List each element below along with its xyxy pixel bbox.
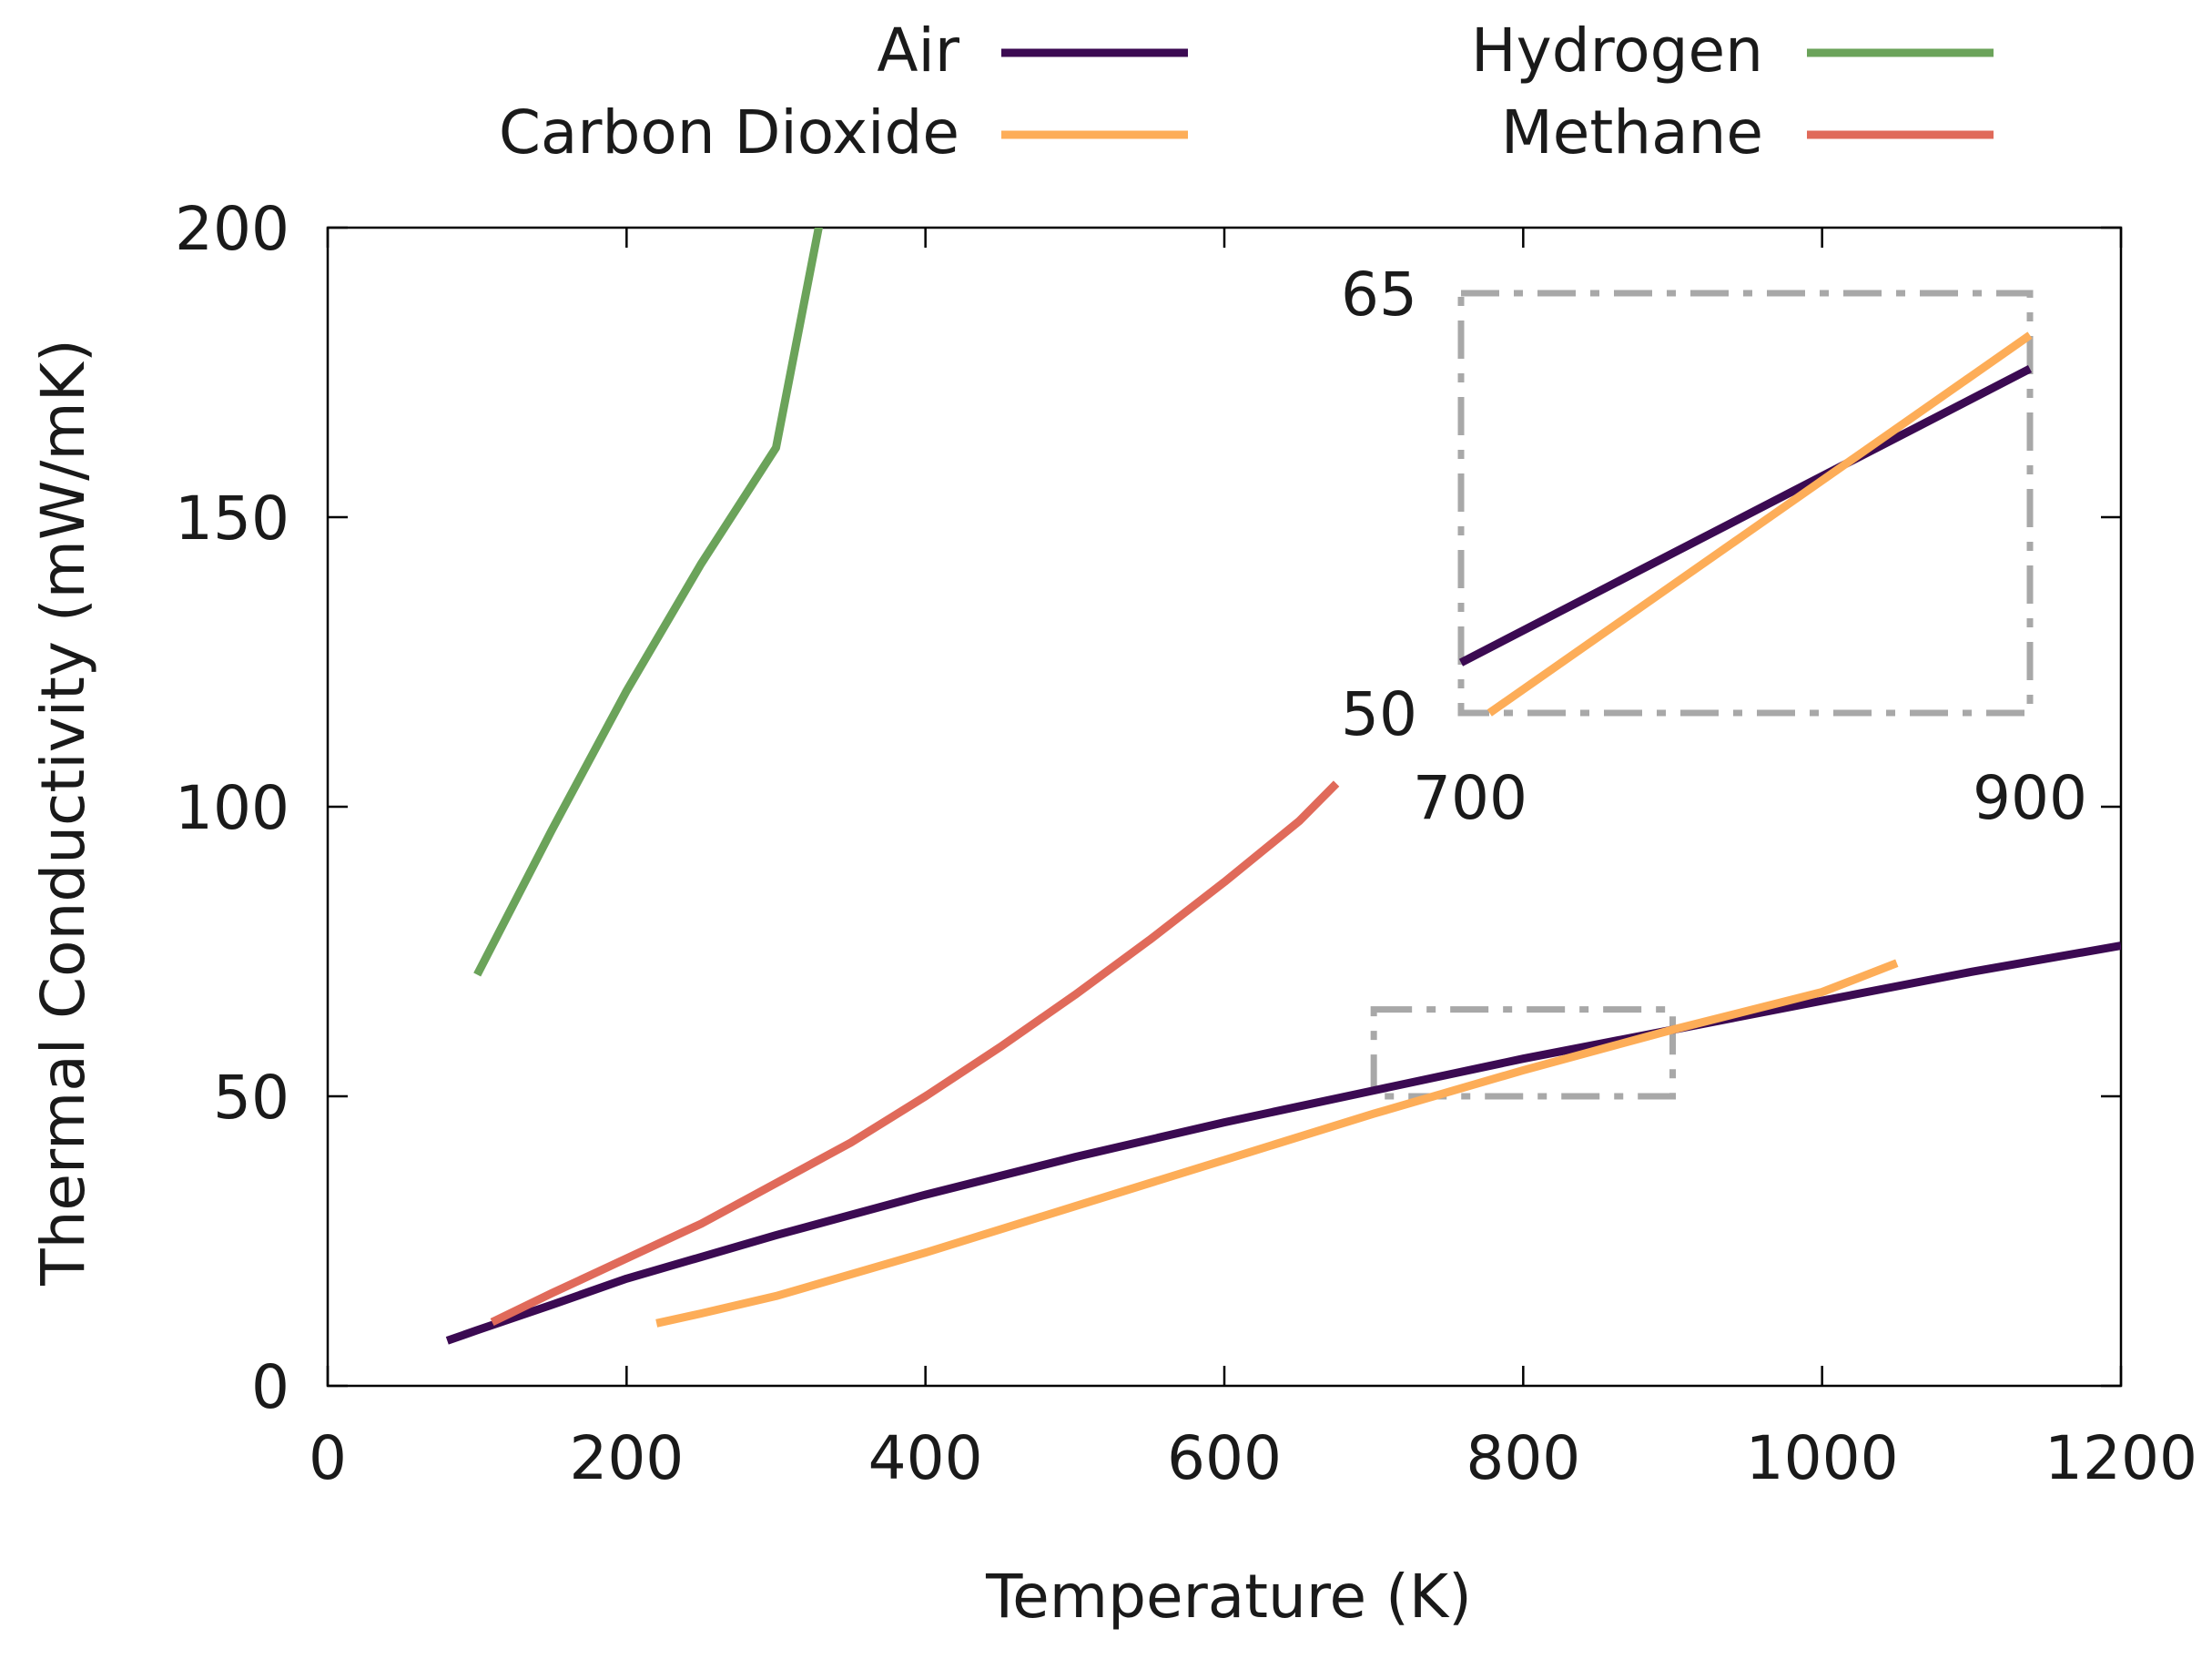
legend-label-methane: Methane [1501, 97, 1763, 168]
inset-line-carbon-dioxide [1487, 331, 2033, 717]
x-tick-label: 1000 [1746, 1423, 1899, 1493]
zoom-region-box [1370, 1006, 1676, 1100]
legend-label-air: Air [877, 15, 959, 86]
inset-y-tick-label: 50 [1341, 679, 1417, 749]
inset-y-tick-label: 65 [1341, 260, 1417, 330]
inset-x-tick-label: 700 [1413, 763, 1527, 833]
series-line-methane [490, 780, 1340, 1327]
series-line-hydrogen [473, 228, 823, 977]
x-tick-label: 400 [868, 1423, 983, 1493]
y-tick-label: 200 [175, 194, 289, 264]
x-tick-label: 1200 [2045, 1423, 2197, 1493]
inset-x-tick-label: 900 [1973, 763, 2087, 833]
legend-label-carbon-dioxide: Carbon Dioxide [499, 97, 959, 168]
y-tick-label: 0 [251, 1352, 289, 1422]
inset-layer: 65 50 700 900 [1341, 260, 2094, 833]
series-line-air [445, 941, 2121, 1345]
series-clip-group [445, 228, 2121, 1345]
y-tick-label: 150 [175, 483, 289, 554]
x-tick-label: 0 [309, 1423, 347, 1493]
x-axis-label: Temperature (K) [985, 1562, 1472, 1632]
inset-background [1434, 266, 2094, 831]
main-axes: 0 200 400 600 800 1000 1200 0 50 100 150 200 [175, 194, 2197, 1493]
x-tick-label: 800 [1466, 1423, 1580, 1493]
series-line-carbon-dioxide [655, 959, 1899, 1328]
inset-line-air [1458, 365, 2033, 667]
x-tick-label: 600 [1167, 1423, 1282, 1493]
legend-label-hydrogen: Hydrogen [1471, 15, 1763, 86]
inset-frame [1457, 290, 2034, 717]
x-tick-label: 200 [569, 1423, 684, 1493]
series-layer [445, 228, 2121, 1345]
legend: Air Hydrogen Carbon Dioxide Methane [499, 15, 1994, 168]
y-tick-label: 100 [175, 773, 289, 843]
y-axis-label: Thermal Conductivity (mW/mK) [28, 339, 98, 1286]
y-tick-label: 50 [213, 1063, 289, 1133]
